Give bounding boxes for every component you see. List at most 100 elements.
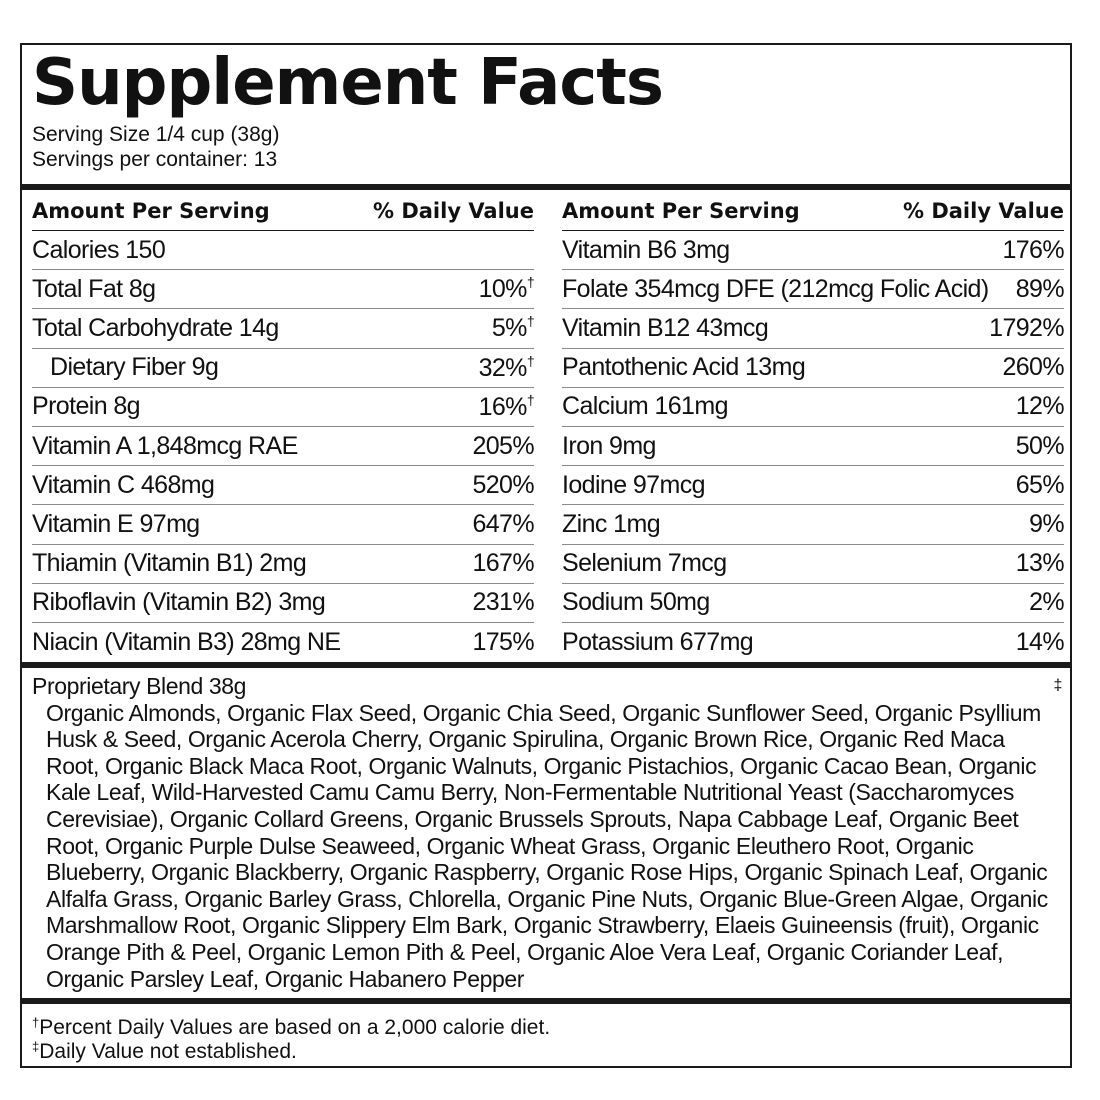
header-amount-per-serving: Amount Per Serving [562,198,800,223]
nutrient-daily-value: 50% [1015,431,1065,461]
nutrient-daily-value: 12% [1015,392,1065,421]
column-header-left: Amount Per Serving % Daily Value [32,191,534,231]
daily-value-percent: 205% [472,431,534,460]
nutrient-daily-value: 10%† [478,274,535,304]
daily-value-percent: 2% [1029,588,1065,617]
thick-divider-bottom [22,998,1070,1004]
nutrient-daily-value: 32%† [478,352,535,383]
nutrient-column-left: Amount Per Serving % Daily Value Calorie… [32,191,535,662]
nutrient-row: Potassium 677mg 14% [562,623,1065,662]
nutrient-label: Total Fat 8g [32,274,156,303]
nutrient-label: Vitamin C 468mg [32,470,215,499]
nutrient-label: Pantothenic Acid 13mg [562,353,806,382]
nutrient-row: Total Fat 8g 10%† [32,270,535,310]
servings-per-container: Servings per container: 13 [32,148,278,171]
nutrient-daily-value: 5%† [491,313,535,343]
footnote-mark: † [526,274,535,291]
daily-value-percent: 520% [472,470,534,499]
serving-size: Serving Size 1/4 cup (38g) [32,123,280,146]
daily-value-percent: 12% [1015,392,1065,421]
nutrient-daily-value: 2% [1029,588,1065,617]
nutrient-row: Iodine 97mcg 65% [562,466,1065,506]
nutrient-label: Total Carbohydrate 14g [32,313,279,342]
nutrient-daily-value: 16%† [478,391,535,422]
daily-value-percent: 231% [472,588,534,617]
nutrient-daily-value: 231% [472,588,534,617]
daily-value-percent: 32% [478,353,528,382]
daily-value-percent: 89% [1015,274,1065,303]
daily-value-percent: 260% [1002,353,1064,382]
blend-ingredients: Organic Almonds, Organic Flax Seed, Orga… [46,699,1048,992]
footnote-mark: † [526,391,535,408]
nutrient-label: Dietary Fiber 9g [50,353,219,382]
header-daily-value: % Daily Value [902,198,1064,223]
nutrient-row: Vitamin B12 43mcg 1792% [562,309,1065,349]
footnote-mark: † [526,313,535,330]
daily-value-percent: 647% [472,509,534,538]
supplement-facts-panel: Supplement Facts Serving Size 1/4 cup (3… [20,43,1072,1068]
nutrient-daily-value: 65% [1015,470,1065,500]
dagger-mark: † [32,1015,40,1030]
nutrient-label: Folate 354mcg DFE (212mcg Folic Acid) [562,274,989,303]
daily-value-percent: 65% [1015,470,1065,499]
nutrient-label: Vitamin B12 43mcg [562,313,769,342]
nutrient-row: Protein 8g 16%† [32,388,535,427]
daily-value-percent: 13% [1015,549,1065,578]
nutrient-daily-value: 647% [472,510,534,539]
nutrient-daily-value: 13% [1015,549,1065,578]
thick-divider-top [22,184,1070,190]
nutrient-daily-value: 176% [1002,236,1064,265]
column-header-right: Amount Per Serving % Daily Value [562,191,1064,231]
double-dagger-mark: ‡ [32,1039,40,1054]
nutrient-daily-value: 14% [1016,628,1065,657]
nutrient-daily-value: 167% [472,549,534,578]
nutrient-label: Protein 8g [32,392,141,421]
nutrient-row: Vitamin C 468mg 520% [32,466,535,506]
nutrient-label: Iodine 97mcg [562,470,706,499]
footnote-mark: † [526,352,535,369]
nutrient-daily-value: 205% [472,432,534,461]
nutrient-row: Dietary Fiber 9g 32%† [32,349,535,388]
nutrient-label: Vitamin E 97mg [32,509,200,538]
nutrient-label: Iron 9mg [562,431,656,460]
daily-value-percent: 1792% [989,313,1064,342]
daily-value-percent: 175% [472,627,534,656]
header-amount-per-serving: Amount Per Serving [32,198,270,223]
daily-value-percent: 9% [1029,509,1065,538]
nutrient-label: Calories 150 [32,235,166,264]
footnote-dagger: †Percent Daily Values are based on a 2,0… [32,1011,550,1040]
nutrient-row: Selenium 7mcg 13% [562,545,1065,584]
nutrient-label: Zinc 1mg [562,509,661,538]
panel-title: Supplement Facts [32,46,664,120]
nutrient-row: Folate 354mcg DFE (212mcg Folic Acid) 89% [562,270,1065,310]
nutrient-row: Iron 9mg 50% [562,427,1065,467]
nutrient-row: Pantothenic Acid 13mg 260% [562,349,1065,388]
nutrient-row: Sodium 50mg 2% [562,584,1065,623]
daily-value-percent: 176% [1002,235,1064,264]
daily-value-percent: 5% [491,314,528,343]
nutrient-row: Zinc 1mg 9% [562,505,1065,545]
nutrient-label: Calcium 161mg [562,392,728,421]
nutrient-label: Thiamin (Vitamin B1) 2mg [32,549,307,578]
nutrient-label: Selenium 7mcg [562,549,727,578]
nutrient-row: Niacin (Vitamin B3) 28mg NE 175% [32,623,535,662]
nutrient-label: Potassium 677mg [562,627,754,656]
daily-value-percent: 10% [478,275,528,304]
daily-value-percent: 16% [478,392,528,421]
blend-header: Proprietary Blend 38g ‡ [32,673,1062,700]
thick-divider-middle [22,662,1070,668]
nutrient-row: Vitamin A 1,848mcg RAE 205% [32,427,535,467]
nutrient-label: Riboflavin (Vitamin B2) 3mg [32,588,326,617]
proprietary-blend: Proprietary Blend 38g ‡ Organic Almonds,… [32,673,1062,992]
header-daily-value: % Daily Value [372,198,534,223]
blend-name: Proprietary Blend 38g [32,673,247,699]
blend-dv-mark: ‡ [1053,677,1063,694]
nutrient-row: Total Carbohydrate 14g 5%† [32,309,535,349]
nutrient-label: Niacin (Vitamin B3) 28mg NE [32,627,341,656]
nutrient-daily-value: 520% [472,471,534,500]
double-dagger-text: Daily Value not established. [39,1040,297,1063]
daily-value-percent: 50% [1015,431,1065,460]
nutrient-daily-value: 9% [1029,509,1065,539]
nutrient-label: Vitamin B6 3mg [562,235,730,264]
nutrient-daily-value: 89% [1015,274,1065,304]
